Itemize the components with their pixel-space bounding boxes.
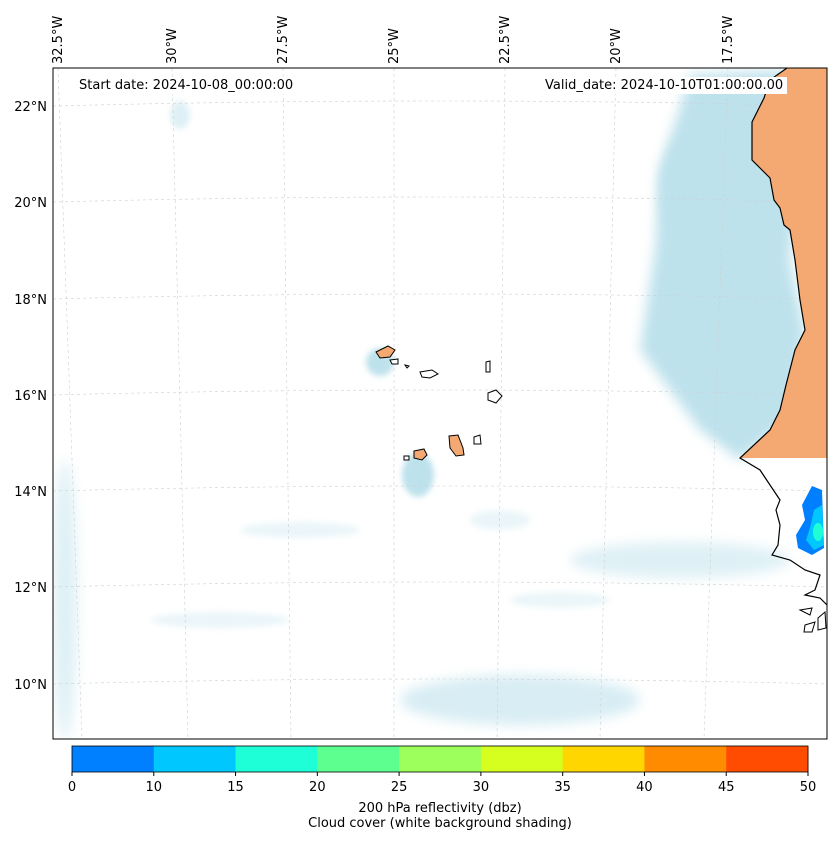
island-maio <box>473 434 482 445</box>
colorbar-segment <box>317 746 400 772</box>
island-santo-antao <box>375 345 396 359</box>
lon-label: 30°W <box>165 28 180 64</box>
lon-label: 25°W <box>387 28 402 64</box>
island-sao-nicolau <box>419 369 439 379</box>
island-fogo <box>413 448 428 461</box>
colorbar-segment <box>726 746 809 772</box>
latitude-labels: 22°N 20°N 18°N 16°N 14°N 12°N 10°N <box>14 100 47 693</box>
map-frame <box>52 67 828 740</box>
lat-label: 16°N <box>14 389 47 404</box>
colorbar-tick-label: 50 <box>800 780 817 795</box>
reflectivity-cell <box>796 486 824 555</box>
lat-label: 22°N <box>14 100 47 115</box>
colorbar-segment <box>235 746 318 772</box>
colorbar-segment <box>72 746 155 772</box>
colorbar-tick-label: 20 <box>309 780 326 795</box>
island-brava <box>403 455 410 461</box>
longitude-labels: 32.5°W 30°W 27.5°W 25°W 22.5°W 20°W 17.5°W <box>51 16 736 64</box>
island-santiago <box>448 434 465 457</box>
colorbar-frame <box>71 745 809 773</box>
colorbar-segment <box>153 746 237 772</box>
colorbar-tick-label: 10 <box>146 780 163 795</box>
colorbar-tick-label: 15 <box>227 780 244 795</box>
island-santa-luzia <box>403 364 410 369</box>
lon-label: 17.5°W <box>721 16 736 64</box>
africa-coastline <box>739 68 827 606</box>
colorbar-segment <box>399 746 482 772</box>
colorbar-title: 200 hPa reflectivity (dbz) Cloud cover (… <box>0 801 837 831</box>
lon-label: 20°W <box>609 28 624 64</box>
colorbar-segment <box>644 746 727 772</box>
colorbar-title-line2: Cloud cover (white background shading) <box>308 816 572 831</box>
lat-label: 12°N <box>14 581 47 596</box>
island-sal <box>485 360 491 373</box>
bijagos-islands <box>798 607 827 633</box>
lat-label: 18°N <box>14 293 47 308</box>
lat-label: 20°N <box>14 196 47 211</box>
lon-label: 22.5°W <box>498 16 513 64</box>
colorbar: 0 10 15 20 25 30 35 40 45 50 <box>68 745 817 795</box>
gridlines <box>53 68 827 739</box>
lon-label: 27.5°W <box>276 16 291 64</box>
island-boa-vista <box>487 389 503 404</box>
lon-label: 32.5°W <box>51 16 66 64</box>
colorbar-tick-label: 0 <box>68 780 76 795</box>
valid-date-label: Valid_date: 2024-10-10T01:00:00.00 <box>541 77 788 94</box>
colorbar-tick-label: 40 <box>636 780 653 795</box>
colorbar-tick-label: 35 <box>554 780 571 795</box>
colorbar-title-line1: 200 hPa reflectivity (dbz) <box>358 801 522 816</box>
lat-label: 14°N <box>14 485 47 500</box>
colorbar-tick-label: 30 <box>473 780 490 795</box>
africa-landmass <box>740 68 827 458</box>
colorbar-tick-label: 25 <box>391 780 408 795</box>
lat-label: 10°N <box>14 678 47 693</box>
island-sao-vicente <box>389 358 399 365</box>
cape-verde-islands <box>375 345 503 461</box>
colorbar-segment <box>562 746 645 772</box>
colorbar-segment <box>480 746 564 772</box>
start-date-label: Start date: 2024-10-08_00:00:00 <box>75 77 298 94</box>
colorbar-tick-label: 45 <box>718 780 735 795</box>
